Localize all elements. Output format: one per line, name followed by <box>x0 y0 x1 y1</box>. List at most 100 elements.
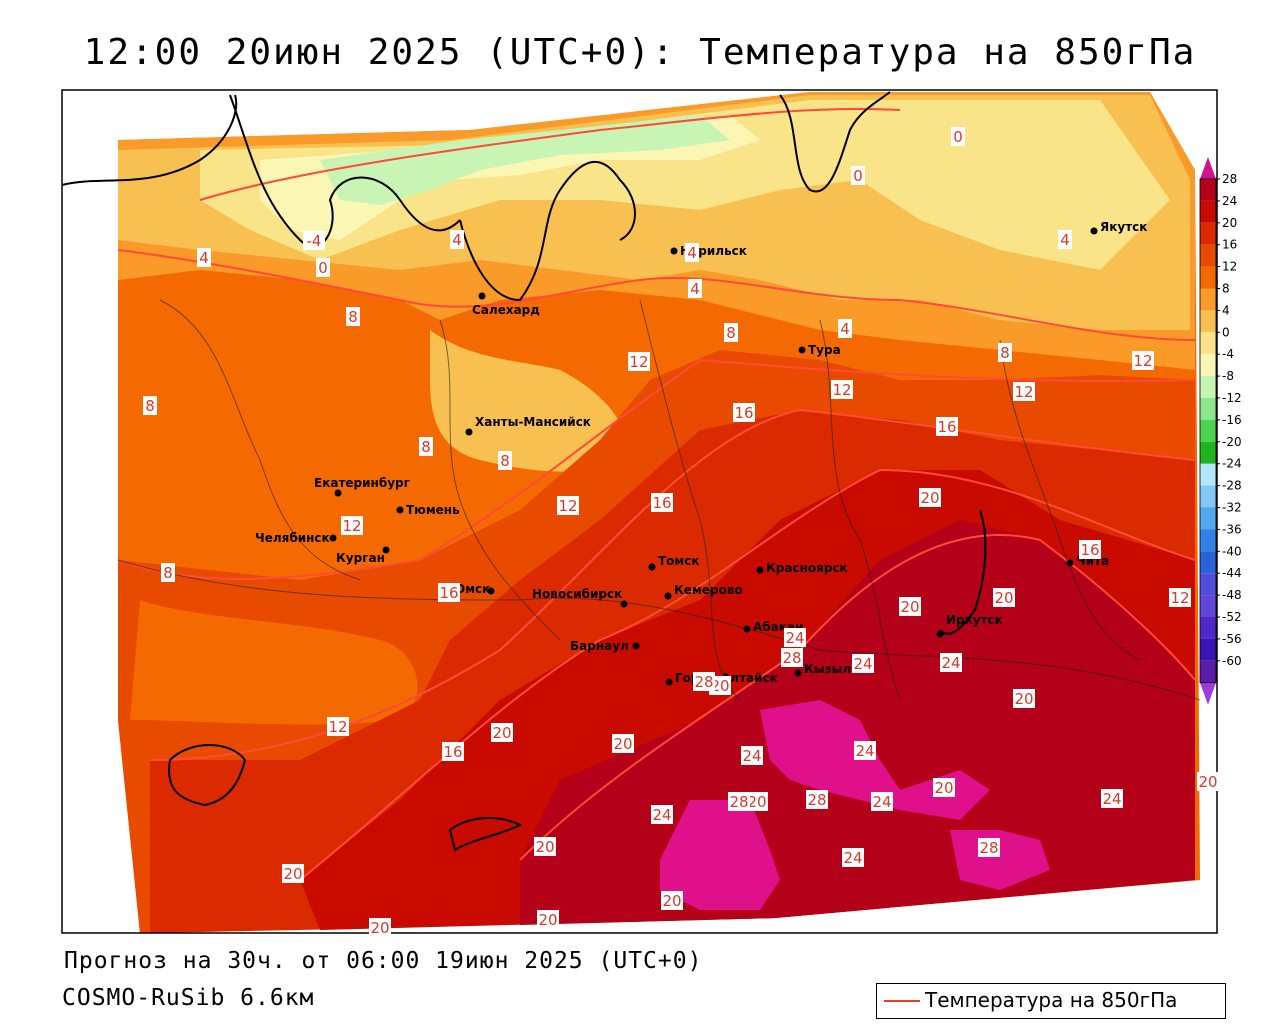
band-28-b <box>660 800 780 910</box>
city-marker: Красноярск <box>756 561 848 575</box>
contour-label-bg <box>438 583 460 602</box>
colorbar-swatch <box>1200 398 1216 420</box>
contour-label: 12 <box>341 516 363 535</box>
contour-label-bg <box>688 279 702 298</box>
city-dot <box>648 563 656 571</box>
contour-label-text: 8 <box>348 308 358 326</box>
contour-label-text: 8 <box>163 564 173 582</box>
colorbar-tick-label: -8 <box>1222 369 1234 383</box>
contour-label-bg <box>612 734 634 753</box>
contour-label-text: 28 <box>729 793 748 811</box>
colorbar-swatch <box>1200 376 1216 398</box>
colorbar-tick-label: 20 <box>1222 216 1237 230</box>
contour-label: 8 <box>419 437 433 456</box>
contour-label-text: 4 <box>199 249 209 267</box>
contour-label-text: 8 <box>726 324 736 342</box>
contour-label-bg <box>781 648 803 667</box>
colorbar-tick-label: -36 <box>1222 522 1242 536</box>
contour-label: 16 <box>936 417 958 436</box>
colorbar-swatch <box>1200 638 1216 661</box>
city-label: Салехард <box>472 303 540 317</box>
contour-label: 28 <box>806 790 828 809</box>
contour-label-bg <box>993 588 1015 607</box>
contour-label-text: 20 <box>538 911 557 929</box>
city-dot <box>664 592 672 600</box>
colorbar-bottom-arrow <box>1200 682 1216 705</box>
colorbar-tick-label: -44 <box>1222 566 1242 580</box>
contour-label: 20 <box>661 891 683 910</box>
contour-label: 0 <box>316 258 330 277</box>
city-marker: Иркутск <box>936 613 1003 638</box>
city-marker: Тюмень <box>396 503 460 517</box>
colorbar-tick-label: -12 <box>1222 391 1242 405</box>
city-dot <box>465 428 473 436</box>
contour-label: 8 <box>161 563 175 582</box>
contour-label: 16 <box>733 403 755 422</box>
contour-label-bg <box>685 243 699 262</box>
contour-label-bg <box>197 248 211 267</box>
colorbar-tick-label: 0 <box>1222 325 1230 339</box>
contour-label: 20 <box>1013 689 1035 708</box>
contour-label-bg <box>831 380 853 399</box>
contour-label-text: 4 <box>687 244 697 262</box>
contour-label: 24 <box>854 741 876 760</box>
contour-label-text: 12 <box>629 353 648 371</box>
contour-label: 12 <box>1169 588 1191 607</box>
contour-label-bg <box>1132 351 1154 370</box>
contour-label-text: 12 <box>1133 352 1152 370</box>
contour-label: 8 <box>498 451 512 470</box>
contour-label: 20 <box>919 488 941 507</box>
contour-label-text: 20 <box>994 589 1013 607</box>
contour-label-bg <box>498 451 512 470</box>
city-dot <box>334 489 342 497</box>
colorbar-tick-label: -48 <box>1222 588 1242 602</box>
city-dot <box>756 566 764 574</box>
colorbar-swatch <box>1200 288 1216 311</box>
contour-label-text: 20 <box>535 838 554 856</box>
map-frame-border <box>61 89 1218 934</box>
contour-label: 20 <box>534 837 556 856</box>
contour-label-text: 12 <box>328 718 347 736</box>
colorbar-swatch <box>1200 419 1216 442</box>
colorbar-swatch <box>1200 244 1216 267</box>
colorbar-tick-label: 4 <box>1222 303 1230 317</box>
colorbar-tick-label: -60 <box>1222 654 1242 668</box>
contour-label: 8 <box>724 323 738 342</box>
city-dot <box>798 346 806 354</box>
colorbar-swatch <box>1200 266 1216 289</box>
contour-label-bg <box>1058 230 1072 249</box>
contour-label-bg <box>419 437 433 456</box>
contour-label-bg <box>346 307 360 326</box>
colorbar-swatch <box>1200 551 1216 574</box>
contour-label: 4 <box>1058 230 1072 249</box>
contour-label: 12 <box>831 380 853 399</box>
contour-label-bg <box>871 792 893 811</box>
city-label: Тура <box>808 343 841 357</box>
band-28-c <box>950 830 1050 890</box>
colorbar-tick-label: 28 <box>1222 172 1237 186</box>
city-label: Якутск <box>1100 220 1147 234</box>
contour-label-text: 4 <box>1060 231 1070 249</box>
contour-label: -4 <box>303 231 325 250</box>
contour-label-bg <box>933 778 955 797</box>
contour-label: 4 <box>450 230 464 249</box>
contour-label-text: 16 <box>439 584 458 602</box>
colorbar-swatch <box>1200 441 1216 464</box>
contour-label-text: 4 <box>690 280 700 298</box>
city-dot <box>670 247 678 255</box>
colorbar-border <box>1199 178 1217 684</box>
colorbar-tick-label: -32 <box>1222 501 1242 515</box>
colorbar-tick-label: 12 <box>1222 260 1237 274</box>
colorbar-swatch <box>1200 200 1216 223</box>
contour-label-bg <box>282 864 304 883</box>
contour-label-text: 20 <box>900 598 919 616</box>
contour-label-bg <box>1013 382 1035 401</box>
contour-label-text: 16 <box>1080 541 1099 559</box>
city-dot <box>1090 227 1098 235</box>
city-dot <box>743 625 751 633</box>
contour-label-bg <box>303 231 325 250</box>
colorbar-tick-label: 8 <box>1222 282 1230 296</box>
contour-label-bg <box>316 258 330 277</box>
contour-label-bg <box>537 910 559 929</box>
contour-label: 20 <box>1197 772 1219 791</box>
